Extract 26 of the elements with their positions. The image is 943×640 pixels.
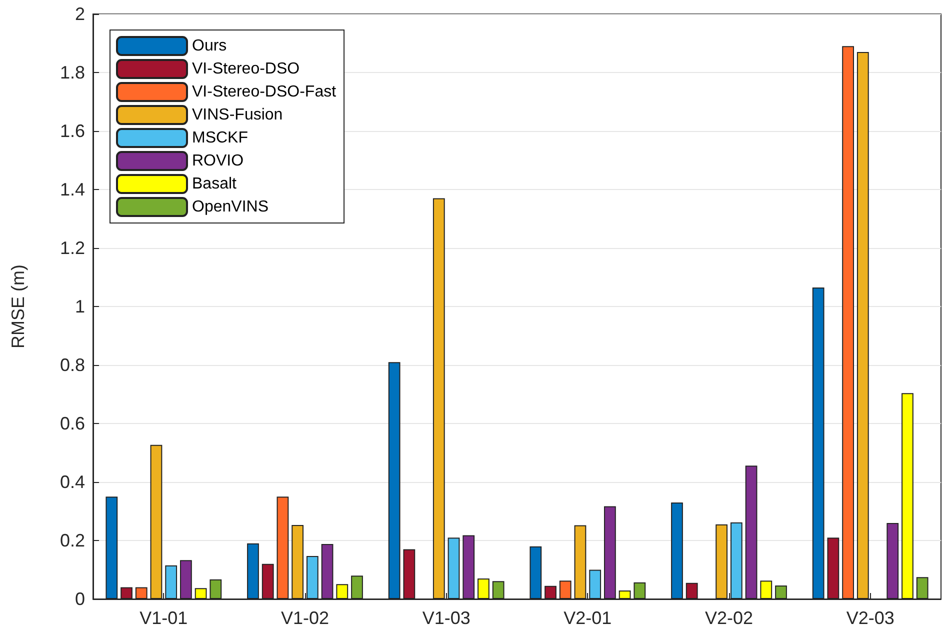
x-tick-label: V2-01	[564, 608, 612, 628]
y-tick-label: 0.4	[60, 472, 85, 492]
legend-label: ROVIO	[192, 152, 244, 170]
legend-label: MSCKF	[192, 130, 248, 146]
x-tick-label: V1-03	[422, 608, 470, 628]
y-tick-label: 1.8	[60, 62, 85, 82]
x-tick-label: V2-02	[704, 608, 754, 628]
y-tick-label: 1.2	[60, 238, 85, 258]
legend-label: Basalt	[192, 176, 238, 192]
y-axis-title: RMSE (m)	[8, 264, 28, 348]
x-tick-label: V1-02	[280, 608, 330, 628]
y-tick-label: 2	[74, 4, 85, 24]
y-tick-label: 0.8	[60, 355, 85, 375]
legend-label: VI-Stereo-DSO	[192, 60, 300, 78]
y-tick-label: 0.2	[60, 530, 85, 550]
y-tick-label: 1.4	[60, 180, 85, 200]
x-tick-label: V2-03	[846, 608, 894, 628]
legend-label: VI-Stereo-DSO-Fast	[192, 84, 337, 100]
y-tick-label: 0.6	[60, 414, 85, 434]
y-tick-label: 1	[74, 296, 85, 316]
x-tick-label: V1-01	[140, 608, 188, 628]
legend-label: VINS-Fusion	[192, 106, 283, 124]
y-tick-label: 1.6	[60, 121, 85, 141]
y-tick-label: 0	[74, 589, 85, 609]
legend-label: OpenVINS	[192, 198, 268, 216]
legend-label: Ours	[192, 38, 227, 54]
